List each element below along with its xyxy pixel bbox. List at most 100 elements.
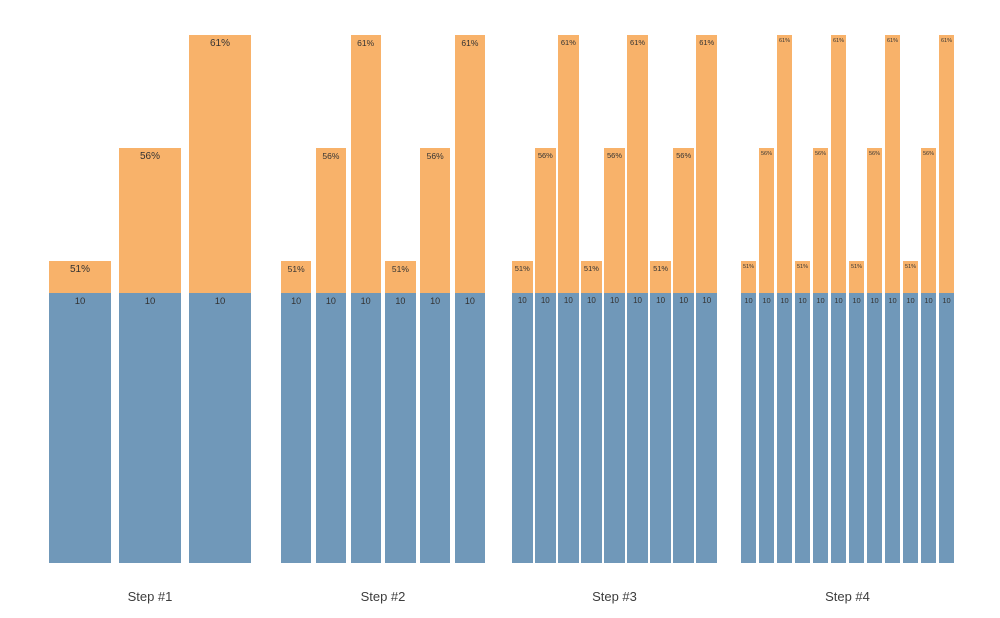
- bar-value-label: 10: [702, 296, 712, 305]
- bar-segment-base: 10: [849, 293, 864, 563]
- bar-value-label: 10: [586, 296, 596, 305]
- bar-segment-top: 56%: [673, 148, 694, 293]
- facet-label: Step #1: [127, 589, 173, 604]
- bar-segment-top: 56%: [535, 148, 556, 293]
- bar-segment-top: 61%: [627, 35, 648, 293]
- bar-segment-top: 61%: [777, 35, 792, 293]
- bar-segment-base: 10: [921, 293, 936, 563]
- bar-percent-label: 56%: [814, 151, 826, 157]
- bar-percent-label: 56%: [537, 151, 553, 160]
- bar-value-label: 10: [888, 296, 897, 305]
- bar-percent-label: 61%: [630, 38, 646, 47]
- bar-segment-top: 56%: [759, 148, 774, 293]
- bar-segment-top: 51%: [49, 261, 111, 293]
- bar-value-label: 10: [74, 296, 86, 307]
- bar-segment-base: 10: [673, 293, 694, 563]
- bar-percent-label: 61%: [357, 38, 375, 48]
- bar-segment-top: 56%: [813, 148, 828, 293]
- bar-value-label: 10: [656, 296, 666, 305]
- bar-segment-base: 10: [741, 293, 756, 563]
- bar-segment-top: 56%: [604, 148, 625, 293]
- bar-value-label: 10: [610, 296, 619, 305]
- bar-segment-top: 51%: [512, 261, 533, 293]
- bar-value-label: 10: [780, 296, 789, 305]
- bar-segment-top: 56%: [315, 148, 346, 293]
- bar-percent-label: 61%: [209, 38, 230, 49]
- bar-value-label: 10: [744, 296, 753, 305]
- bar-value-label: 10: [762, 296, 771, 305]
- bar-segment-base: 10: [903, 293, 918, 563]
- bar-percent-label: 51%: [850, 264, 862, 270]
- bar-value-label: 10: [395, 296, 406, 306]
- bar-segment-base: 10: [627, 293, 648, 563]
- bar-percent-label: 56%: [922, 151, 934, 157]
- facet-label: Step #3: [592, 589, 637, 604]
- bar-segment-base: 10: [119, 293, 181, 563]
- bar-value-label: 10: [834, 296, 843, 305]
- bar-segment-top: 51%: [903, 261, 918, 293]
- bar-segment-base: 10: [885, 293, 900, 563]
- facet-label: Step #4: [825, 589, 870, 604]
- bar-value-label: 10: [214, 296, 226, 307]
- bar-segment-base: 10: [759, 293, 774, 563]
- bar-percent-label: 61%: [778, 38, 790, 44]
- bar-value-label: 10: [798, 296, 807, 305]
- bar-segment-top: 61%: [939, 35, 954, 293]
- bar-segment-top: 61%: [350, 35, 381, 293]
- bar-value-label: 10: [679, 296, 689, 305]
- bar-percent-label: 61%: [832, 38, 844, 44]
- bar-segment-top: 56%: [867, 148, 882, 293]
- bar-segment-top: 51%: [650, 261, 671, 293]
- bar-percent-label: 51%: [69, 264, 90, 275]
- bar-segment-top: 61%: [831, 35, 846, 293]
- bar-segment-top: 51%: [741, 261, 756, 293]
- bar-percent-label: 61%: [560, 38, 576, 47]
- bar-segment-base: 10: [831, 293, 846, 563]
- bar-segment-top: 51%: [281, 261, 312, 293]
- bar-segment-top: 61%: [454, 35, 485, 293]
- bar-percent-label: 51%: [287, 264, 305, 274]
- bar-percent-label: 56%: [139, 151, 160, 162]
- bar-percent-label: 61%: [699, 38, 715, 47]
- bar-segment-top: 61%: [696, 35, 717, 293]
- bar-segment-base: 10: [867, 293, 882, 563]
- bar-value-label: 10: [291, 296, 302, 306]
- bar-segment-base: 10: [558, 293, 579, 563]
- bar-percent-label: 61%: [886, 38, 898, 44]
- bar-segment-base: 10: [189, 293, 251, 563]
- bar-percent-label: 51%: [391, 264, 409, 274]
- bar-value-label: 10: [430, 296, 441, 306]
- bar-segment-base: 10: [777, 293, 792, 563]
- bar-percent-label: 51%: [904, 264, 916, 270]
- bar-percent-label: 51%: [583, 264, 599, 273]
- bar-segment-base: 10: [604, 293, 625, 563]
- bar-percent-label: 56%: [676, 151, 692, 160]
- bar-segment-base: 10: [512, 293, 533, 563]
- bar-segment-base: 10: [696, 293, 717, 563]
- bar-segment-base: 10: [581, 293, 602, 563]
- bar-segment-base: 10: [939, 293, 954, 563]
- bar-segment-top: 51%: [385, 261, 416, 293]
- bar-value-label: 10: [464, 296, 475, 306]
- bar-segment-top: 61%: [558, 35, 579, 293]
- bar-value-label: 10: [870, 296, 879, 305]
- bar-percent-label: 51%: [796, 264, 808, 270]
- bar-segment-base: 10: [281, 293, 312, 563]
- bar-value-label: 10: [325, 296, 336, 306]
- bar-percent-label: 51%: [514, 264, 530, 273]
- bar-value-label: 10: [540, 296, 550, 305]
- bar-percent-label: 56%: [322, 151, 340, 161]
- bar-value-label: 10: [852, 296, 861, 305]
- bar-segment-base: 10: [385, 293, 416, 563]
- bar-percent-label: 61%: [461, 38, 479, 48]
- bar-segment-top: 56%: [119, 148, 181, 293]
- bar-segment-top: 56%: [420, 148, 451, 293]
- bar-percent-label: 61%: [940, 38, 952, 44]
- bar-segment-base: 10: [420, 293, 451, 563]
- bar-value-label: 10: [906, 296, 915, 305]
- bar-segment-top: 51%: [795, 261, 810, 293]
- bar-segment-base: 10: [454, 293, 485, 563]
- bar-value-label: 10: [517, 296, 527, 305]
- bar-value-label: 10: [942, 296, 951, 305]
